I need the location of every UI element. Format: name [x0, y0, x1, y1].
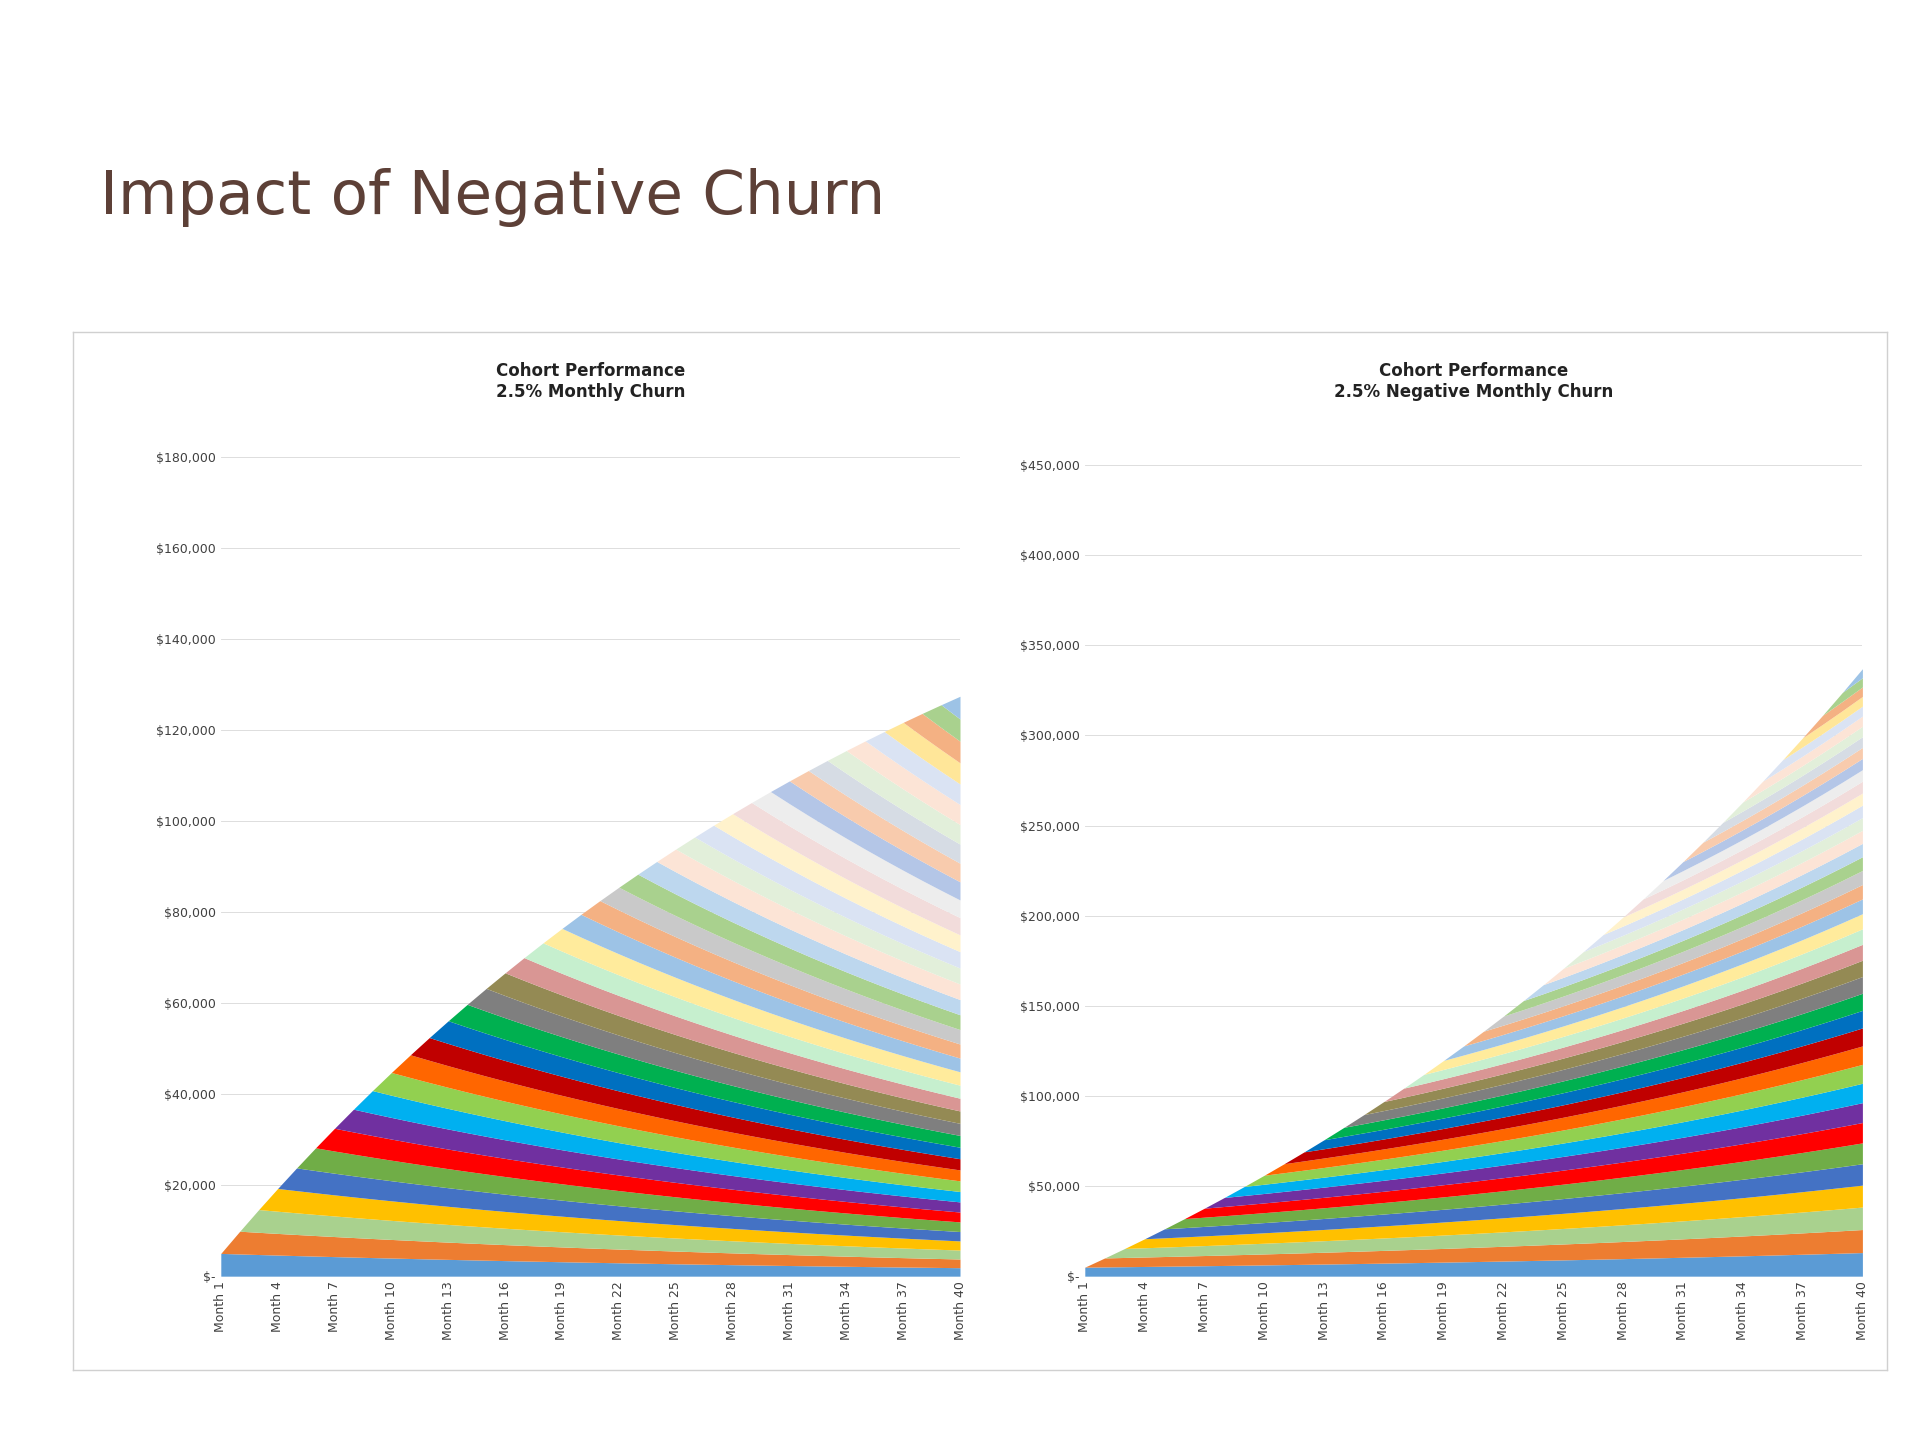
Text: Impact of Negative Churn: Impact of Negative Churn	[100, 169, 885, 226]
Title: Cohort Performance
2.5% Monthly Churn: Cohort Performance 2.5% Monthly Churn	[495, 362, 685, 401]
Title: Cohort Performance
2.5% Negative Monthly Churn: Cohort Performance 2.5% Negative Monthly…	[1334, 362, 1613, 401]
